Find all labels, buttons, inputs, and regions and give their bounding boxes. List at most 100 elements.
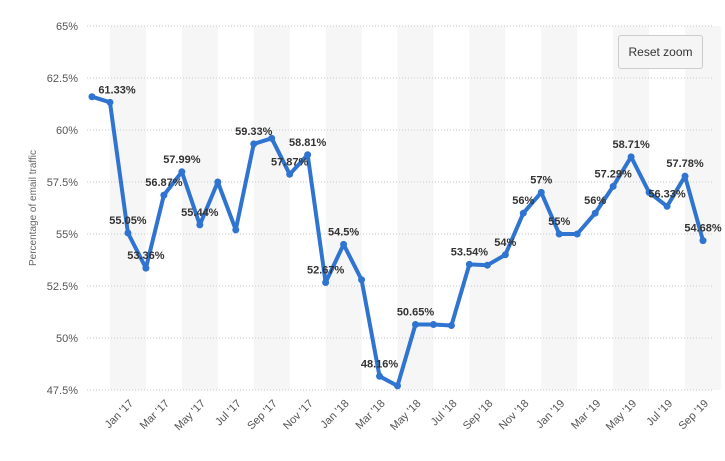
x-tick-label: Nov '17	[281, 398, 316, 433]
data-point	[178, 168, 186, 176]
data-labels: 61.33% 55.05% 53.36% 56.87% 57.99% 55.44% 59.3…	[98, 84, 722, 370]
data-label: 55.44%	[181, 207, 219, 219]
data-point	[609, 182, 617, 190]
plot-band	[397, 26, 434, 390]
data-label: 57%	[530, 174, 552, 186]
data-label: 55.05%	[109, 215, 147, 227]
x-tick-label: Jul '18	[429, 398, 460, 429]
data-label: 56.33%	[648, 188, 686, 200]
y-tick-label: 65%	[56, 21, 78, 33]
data-point	[268, 134, 276, 142]
data-point	[106, 98, 114, 106]
data-point	[322, 278, 330, 286]
x-tick-label: Nov '18	[497, 398, 532, 433]
y-tick-label: 47.5%	[47, 385, 78, 397]
data-point	[519, 209, 527, 217]
y-tick-label: 52.5%	[47, 281, 78, 293]
x-tick-label: Sep '17	[245, 398, 280, 433]
plot-band	[109, 26, 146, 390]
y-tick-label: 57.5%	[47, 177, 78, 189]
data-label: 58.71%	[612, 139, 650, 151]
data-point	[501, 251, 509, 259]
x-tick-label: Jan '18	[318, 398, 351, 431]
x-tick-label: Mar '17	[138, 398, 172, 432]
data-point	[358, 276, 366, 284]
x-tick-label: Jan '19	[534, 398, 567, 431]
data-point	[411, 320, 419, 328]
x-tick-label: Mar '19	[569, 398, 603, 432]
data-point	[250, 140, 258, 148]
data-point	[699, 237, 707, 245]
y-axis-label: Percentage of email traffic	[28, 150, 39, 266]
data-point	[627, 153, 635, 161]
data-label: 58.81%	[289, 137, 327, 149]
data-point	[232, 226, 240, 234]
plot-band	[253, 26, 290, 390]
data-point	[465, 260, 473, 268]
y-tick-label: 62.5%	[47, 73, 78, 85]
x-tick-label: Sep '19	[676, 398, 711, 433]
x-tick-label: Mar '18	[353, 398, 387, 432]
data-label: 57.99%	[163, 154, 201, 166]
data-label: 54.68%	[684, 223, 722, 235]
data-label: 50.65%	[397, 306, 435, 318]
data-label: 56%	[584, 195, 606, 207]
data-label: 52.67%	[307, 264, 345, 276]
y-tick-label: 55%	[56, 229, 78, 241]
plot-band	[613, 26, 650, 390]
data-label: 53.36%	[127, 250, 165, 262]
x-axis-ticks: Jan '17 Mar '17 May '17 Jul '17 Sep '17 Nov '…	[103, 398, 711, 433]
data-point	[591, 209, 599, 217]
data-point	[304, 151, 312, 159]
data-label: 53.54%	[451, 246, 489, 258]
data-point	[537, 188, 545, 196]
data-point	[214, 178, 222, 186]
plot-band	[181, 26, 218, 390]
x-tick-label: May '18	[388, 398, 423, 433]
data-point	[394, 382, 401, 390]
y-tick-label: 50%	[56, 333, 78, 345]
data-label: 54.5%	[328, 226, 359, 238]
data-point	[555, 230, 563, 238]
data-point	[196, 221, 204, 229]
data-point	[160, 191, 168, 199]
reset-zoom-button[interactable]: Reset zoom	[618, 35, 703, 69]
data-label: 61.33%	[98, 84, 136, 96]
data-label: 54%	[494, 237, 516, 249]
data-point	[447, 322, 455, 330]
data-point	[376, 372, 384, 380]
plot-band	[469, 26, 506, 390]
data-point	[340, 240, 348, 248]
plot-band	[685, 26, 721, 390]
data-point	[286, 170, 294, 178]
data-point	[142, 264, 150, 272]
gridlines	[87, 25, 713, 391]
data-point	[663, 202, 671, 210]
plot-band	[325, 26, 362, 390]
y-axis-ticks: 47.5% 50% 52.5% 55% 57.5% 60% 62.5% 65%	[47, 21, 78, 397]
data-point	[645, 188, 653, 196]
series-points	[88, 93, 707, 390]
data-label: 48.16%	[361, 358, 399, 370]
data-label: 56%	[512, 195, 534, 207]
x-tick-label: May '17	[172, 398, 207, 433]
data-label: 55%	[548, 216, 570, 228]
data-label: 57.29%	[594, 168, 632, 180]
data-point	[88, 93, 96, 101]
x-tick-label: Jan '17	[103, 398, 136, 431]
x-tick-label: May '19	[604, 398, 639, 433]
data-label: 57.87%	[271, 156, 309, 168]
y-tick-label: 60%	[56, 125, 78, 137]
x-tick-label: Jul '17	[213, 398, 244, 429]
data-point	[124, 229, 132, 237]
data-point	[681, 172, 689, 180]
x-tick-label: Jul '19	[644, 398, 675, 429]
data-point	[483, 261, 491, 269]
x-tick-label: Sep '18	[461, 398, 496, 433]
data-label: 57.78%	[666, 158, 704, 170]
data-point	[573, 230, 581, 238]
data-label: 59.33%	[235, 126, 273, 138]
data-label: 56.87%	[145, 177, 183, 189]
data-point	[429, 320, 437, 328]
